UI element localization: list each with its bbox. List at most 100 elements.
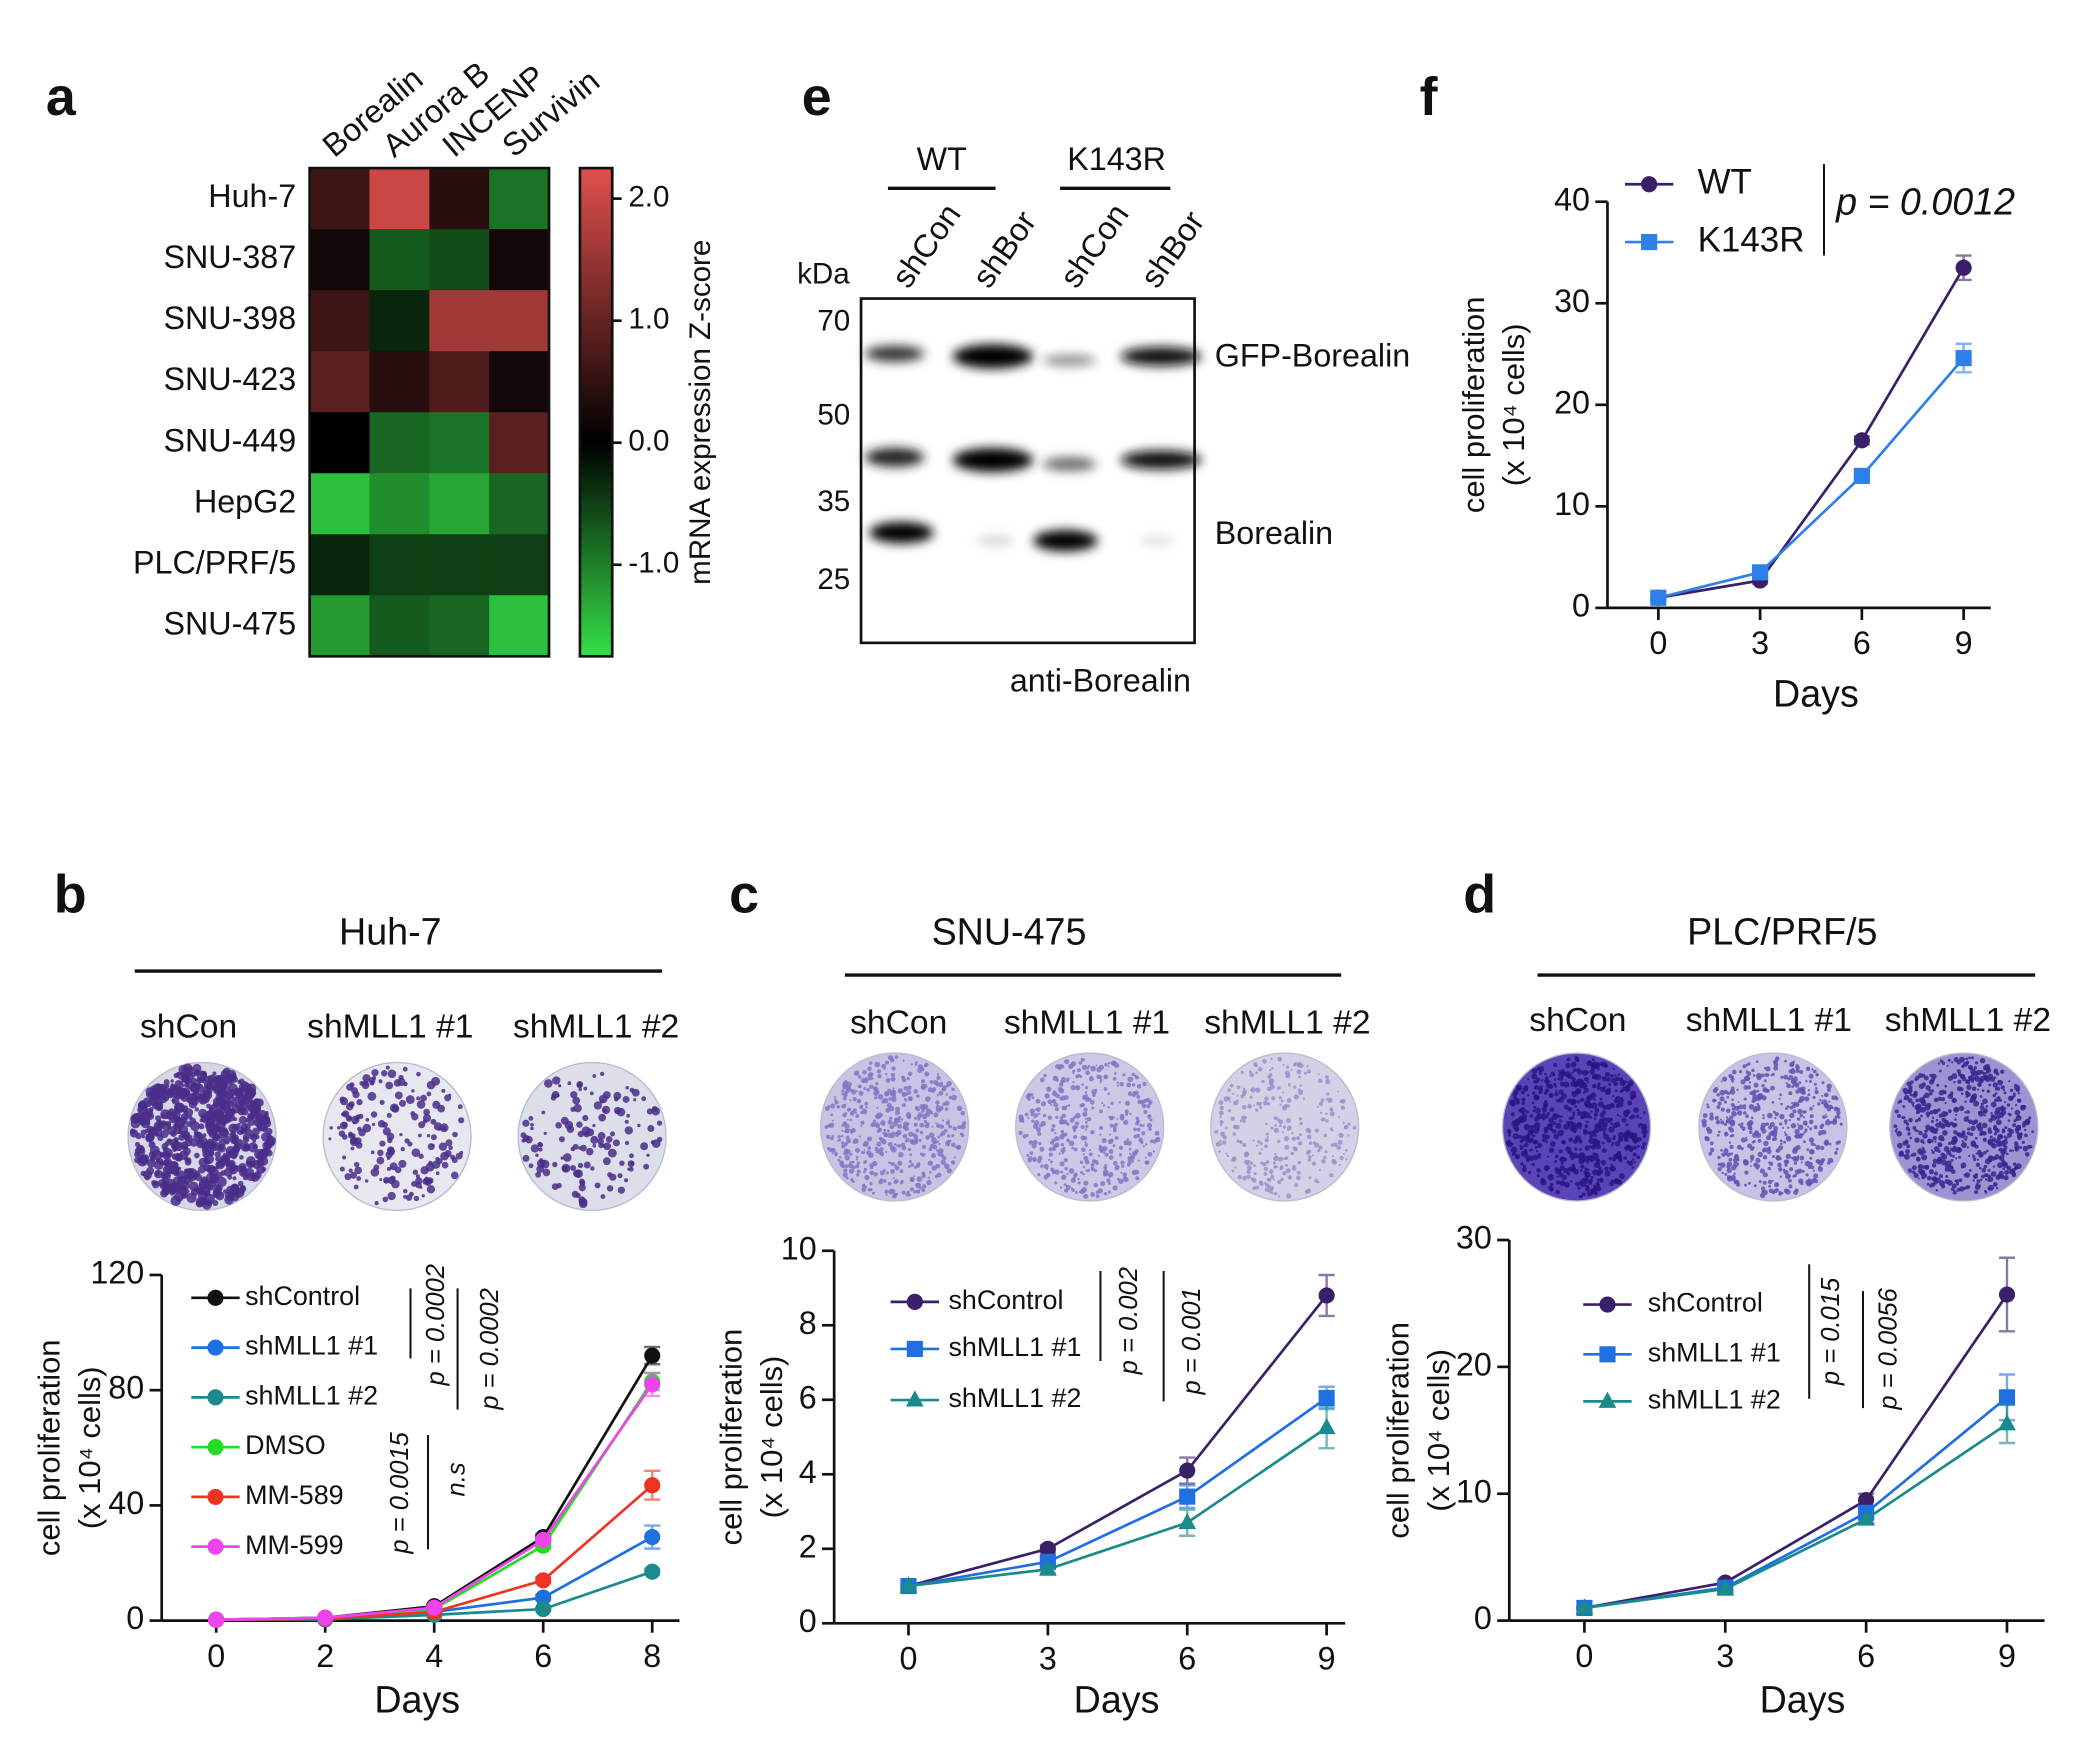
colony [426,1091,432,1097]
colony [522,1154,530,1162]
colony [1987,1176,1994,1183]
colony [947,1139,950,1142]
colony [1756,1075,1762,1081]
colony [1749,1154,1755,1160]
colony [938,1082,944,1088]
colony [207,1138,214,1145]
colony [1612,1067,1615,1071]
colony [1943,1145,1950,1152]
colony [612,1139,620,1147]
y-tick-label: 80 [108,1370,144,1406]
colony [1930,1139,1934,1143]
colony [1112,1185,1118,1191]
colony [907,1147,912,1152]
colony [1719,1118,1722,1121]
heatmap-frame [308,166,551,658]
y-tick-label: 40 [108,1485,144,1521]
colony [871,1122,876,1128]
colony [1747,1181,1751,1185]
colony [1267,1188,1273,1194]
colony [1090,1162,1095,1167]
colony [1784,1119,1788,1123]
colony [1761,1083,1765,1088]
colony [410,1111,416,1117]
series-line [908,1426,1328,1588]
colony [1906,1144,1911,1149]
colony [1537,1155,1541,1159]
colony [1780,1142,1783,1146]
colony [1554,1085,1557,1088]
colony [1790,1122,1797,1129]
y-tick-label: 120 [90,1255,144,1291]
colony [344,1173,352,1181]
colony [1601,1141,1605,1145]
colony [1314,1128,1319,1133]
colony [1512,1096,1518,1102]
colony [405,1194,413,1201]
colony [139,1146,144,1150]
colony [1286,1098,1292,1103]
colony [1331,1109,1334,1112]
colony [1026,1092,1032,1098]
y-tick-label: 20 [1456,1346,1492,1382]
colony [342,1110,350,1118]
colony [1085,1169,1089,1172]
colony [1778,1097,1781,1100]
colony [1610,1179,1614,1183]
colony [1580,1097,1585,1102]
x-tick-label: 0 [207,1638,225,1674]
y-tick-label: 30 [1456,1220,1492,1256]
colony [841,1089,845,1093]
colony [416,1071,421,1077]
colony [1270,1174,1275,1179]
colony [430,1118,437,1125]
colony [438,1142,448,1151]
colony [1219,1105,1225,1111]
colony [1941,1111,1947,1118]
colony [952,1126,957,1131]
colony [907,1071,913,1077]
colony [186,1192,197,1204]
colony [1612,1154,1616,1157]
colony [624,1126,633,1135]
colony [1036,1107,1041,1112]
colony [1984,1063,1991,1070]
colony [900,1142,906,1147]
colony [1072,1072,1075,1075]
colony [1801,1090,1806,1095]
colony [1531,1134,1535,1138]
colony [1624,1145,1630,1151]
colony [1773,1182,1780,1188]
colony [216,1120,226,1130]
colony [1574,1181,1580,1187]
marker [535,1601,552,1618]
colony [1589,1178,1593,1183]
colony [162,1150,172,1160]
group-label: WT [917,141,967,177]
colony [888,1116,893,1121]
colony [1080,1171,1083,1174]
colony [1227,1088,1231,1092]
colony [1784,1173,1791,1180]
colony [916,1189,921,1194]
colony [1731,1098,1734,1102]
colony [1342,1152,1346,1156]
colony [1771,1101,1775,1104]
colony [885,1107,891,1113]
colony [1751,1146,1755,1150]
colony [1952,1145,1957,1150]
colony [874,1061,881,1068]
colony [1618,1136,1624,1142]
colony [2003,1135,2007,1139]
colony [1757,1151,1763,1158]
colony [1067,1104,1071,1107]
colony [1517,1134,1522,1139]
colony [931,1125,934,1128]
colony [1557,1115,1561,1119]
y-tick-label: 2 [799,1528,817,1564]
colony [1581,1192,1586,1197]
colony [1974,1184,1981,1190]
colony [1106,1178,1111,1183]
colony [1068,1168,1075,1174]
colony [909,1178,914,1183]
